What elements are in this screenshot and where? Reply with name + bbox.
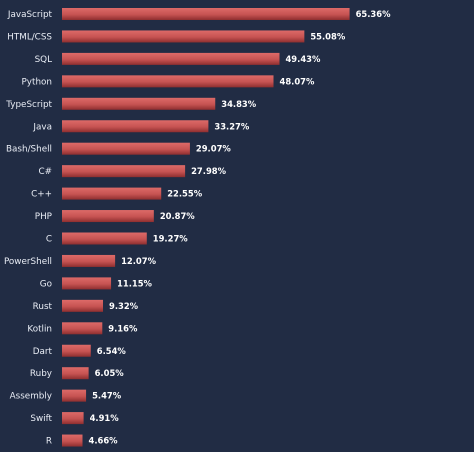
bar-row-kotlin: Kotlin 9.16% (27, 322, 138, 335)
category-label: TypeScript (5, 100, 52, 110)
bar-row-php: PHP 20.87% (35, 210, 195, 223)
bar (62, 322, 103, 335)
bar (62, 210, 154, 223)
value-label: 12.07% (121, 256, 156, 266)
bar-row-r: R 4.66% (46, 434, 119, 447)
category-label: PHP (35, 212, 52, 222)
value-label: 49.43% (285, 54, 320, 64)
bar-row-bash-shell: Bash/Shell 29.07% (6, 142, 231, 155)
bar-row-swift: Swift 4.91% (30, 412, 120, 425)
bar (62, 165, 186, 178)
bar (62, 30, 305, 43)
bar (62, 75, 274, 88)
bar (62, 434, 83, 447)
bar (62, 412, 84, 425)
value-label: 29.07% (196, 144, 231, 154)
bar-row-python: Python 48.07% (22, 75, 315, 88)
category-label: Swift (30, 414, 52, 424)
value-label: 6.05% (95, 368, 125, 378)
category-label: C++ (31, 190, 52, 200)
category-label: HTML/CSS (7, 32, 52, 42)
value-label: 4.91% (90, 413, 120, 423)
bar (62, 187, 162, 200)
category-label: Dart (33, 347, 53, 357)
value-label: 34.83% (221, 99, 256, 109)
value-label: 6.54% (97, 346, 127, 356)
value-label: 48.07% (280, 76, 315, 86)
bar-row-c: C++ 22.55% (31, 187, 203, 200)
value-label: 22.55% (167, 189, 202, 199)
value-label: 65.36% (356, 9, 391, 19)
bar (62, 8, 350, 20)
value-label: 4.66% (89, 436, 119, 446)
bar (62, 344, 91, 357)
bar-row-c: C 19.27% (46, 232, 188, 245)
bar-row-dart: Dart 6.54% (33, 344, 127, 357)
category-label: Ruby (30, 369, 52, 379)
category-label: Kotlin (27, 324, 52, 334)
value-label: 20.87% (160, 211, 195, 221)
bar-row-javascript: JavaScript 65.36% (7, 8, 391, 20)
bar-row-html-css: HTML/CSS 55.08% (7, 30, 346, 43)
bar (62, 299, 104, 312)
category-label: Rust (33, 302, 53, 312)
category-label: Java (32, 122, 52, 132)
value-label: 19.27% (153, 234, 188, 244)
category-label: C# (38, 167, 52, 177)
value-label: 27.98% (191, 166, 226, 176)
category-label: R (46, 437, 52, 447)
value-label: 9.16% (108, 323, 138, 333)
bar-row-powershell: PowerShell 12.07% (4, 254, 157, 267)
bar (62, 277, 112, 290)
bar (62, 97, 216, 110)
category-label: Python (22, 77, 53, 87)
value-label: 5.47% (92, 391, 122, 401)
category-label: PowerShell (4, 257, 52, 267)
bar (62, 389, 87, 402)
category-label: Bash/Shell (6, 145, 52, 155)
category-label: Go (40, 279, 52, 289)
category-label: SQL (35, 55, 53, 65)
value-label: 11.15% (117, 278, 152, 288)
bar-row-java: Java 33.27% (32, 120, 250, 133)
bar-row-ruby: Ruby 6.05% (30, 367, 125, 380)
bar-row-sql: SQL 49.43% (35, 52, 321, 65)
bar (62, 367, 89, 380)
value-label: 55.08% (310, 31, 345, 41)
bar (62, 142, 190, 155)
bar (62, 52, 280, 65)
category-label: Assembly (10, 392, 52, 402)
bar-row-rust: Rust 9.32% (33, 299, 139, 312)
bar-row-typescript: TypeScript 34.83% (5, 97, 257, 110)
bar (62, 232, 147, 245)
value-label: 33.27% (214, 121, 249, 131)
category-label: C (46, 235, 52, 245)
bar (62, 120, 209, 133)
bar-row-assembly: Assembly 5.47% (10, 389, 122, 402)
category-label: JavaScript (7, 10, 53, 20)
bar-row-c: C# 27.98% (38, 165, 227, 178)
value-label: 9.32% (109, 301, 139, 311)
bar-row-go: Go 11.15% (40, 277, 153, 290)
bar (62, 254, 116, 267)
